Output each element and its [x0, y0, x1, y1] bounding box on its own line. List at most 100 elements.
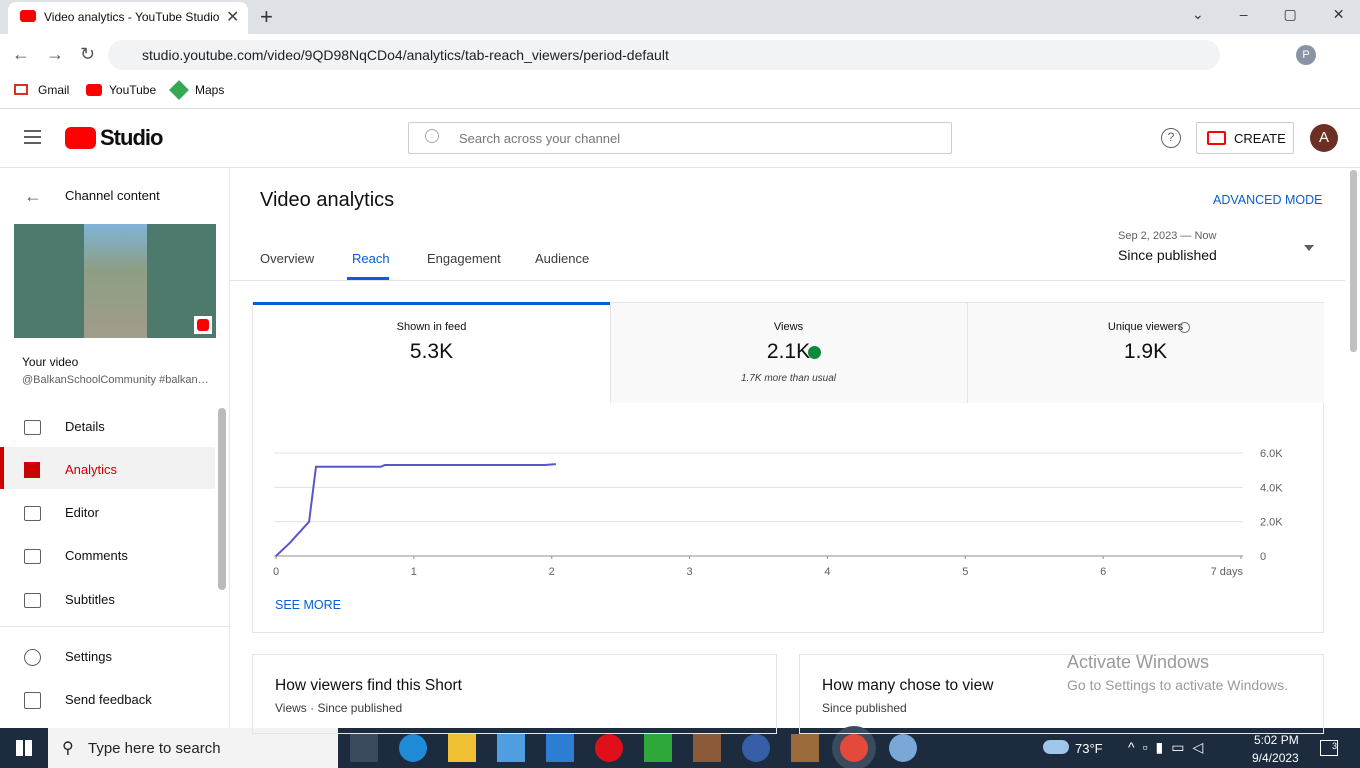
tab[interactable]: Audience — [535, 251, 590, 266]
scrollbar[interactable] — [218, 408, 226, 590]
page-title: Video analytics — [260, 189, 395, 211]
app[interactable] — [693, 734, 721, 762]
help[interactable]: ? — [1161, 128, 1181, 148]
date-range: Sep 2, 2023 — Now — [1118, 230, 1217, 242]
nav-item[interactable]: Analytics — [65, 462, 118, 477]
tab-underline — [347, 277, 389, 280]
app[interactable] — [448, 734, 476, 762]
app[interactable] — [742, 734, 770, 762]
trend-up-icon — [808, 346, 821, 359]
x-tick-label: 1 — [411, 566, 417, 578]
notifications[interactable]: 3 — [1320, 740, 1338, 756]
page-scrollbar[interactable] — [1350, 170, 1357, 352]
nav-buttons[interactable]: ←→↻ — [12, 44, 112, 64]
logo-text: Studio — [100, 125, 163, 150]
tab[interactable] — [8, 2, 248, 34]
y-tick-label: 2.0K — [1260, 517, 1283, 529]
bookmark[interactable]: Gmail — [38, 83, 70, 97]
shorts-badge — [194, 316, 212, 334]
start-button[interactable] — [16, 740, 32, 756]
url[interactable]: studio.youtube.com/video/9QD98NqCDo4/ana… — [142, 47, 669, 63]
back-label[interactable]: Channel content — [65, 188, 160, 203]
bookmark[interactable]: YouTube — [109, 83, 157, 97]
period[interactable]: Since published — [1118, 247, 1217, 263]
nav-icon — [24, 420, 41, 435]
new-tab[interactable]: + — [260, 4, 273, 29]
search-box[interactable] — [408, 122, 952, 154]
bookmark[interactable]: Maps — [195, 83, 225, 97]
window-controls[interactable]: ⌄–▢✕ — [1192, 6, 1344, 22]
create-icon — [1207, 131, 1226, 145]
divider — [0, 167, 1360, 168]
bookmarks: Gmail YouTube Maps — [14, 80, 414, 100]
y-tick-label: 4.0K — [1260, 482, 1283, 494]
tab[interactable]: Reach — [352, 251, 390, 266]
back-arrow[interactable]: ← — [24, 186, 42, 206]
tab-favicon — [20, 10, 36, 22]
app[interactable] — [595, 734, 623, 762]
app[interactable] — [497, 734, 525, 762]
avatar[interactable]: A — [1310, 124, 1338, 152]
nav-icon — [24, 649, 41, 666]
nav-item[interactable]: Subtitles — [65, 592, 115, 607]
app[interactable] — [399, 734, 427, 762]
weather-icon — [1043, 740, 1069, 754]
thumbnail[interactable] — [14, 224, 216, 338]
omnibox[interactable] — [108, 40, 1220, 70]
line-series — [275, 463, 556, 557]
app[interactable] — [791, 734, 819, 762]
watermark-title: Activate Windows — [1067, 652, 1210, 672]
video-title: @BalkanSchoolCommunity #balkan… — [22, 374, 209, 386]
clock-date[interactable]: 9/4/2023 — [1252, 751, 1299, 765]
tray-icons[interactable]: ^▫▮▭◁ — [1128, 739, 1212, 755]
metric-card[interactable] — [253, 303, 610, 403]
clock-time[interactable]: 5:02 PM — [1254, 733, 1299, 747]
app[interactable] — [644, 734, 672, 762]
weather[interactable]: 73°F — [1075, 741, 1103, 756]
x-tick-label: 0 — [273, 566, 279, 578]
period-dropdown[interactable] — [1304, 245, 1314, 251]
tab-close[interactable]: ✕ — [226, 9, 240, 26]
metric-selected — [253, 302, 610, 305]
x-tick-label: 6 — [1100, 566, 1106, 578]
app[interactable] — [350, 734, 378, 762]
app[interactable] — [840, 734, 868, 762]
x-tick-label: 7 days — [1211, 566, 1244, 578]
nav-item[interactable]: Settings — [65, 649, 112, 664]
nav-item[interactable]: Details — [65, 419, 105, 434]
tab[interactable]: Engagement — [427, 251, 501, 266]
x-tick-label: 2 — [549, 566, 555, 578]
card-subtitle: Views · Since published — [275, 701, 403, 715]
nav-item[interactable]: Send feedback — [65, 692, 152, 707]
profile[interactable]: P — [1296, 45, 1316, 65]
metric-card[interactable] — [967, 303, 1324, 403]
nav-active-bar — [0, 447, 4, 489]
tab[interactable]: Overview — [260, 251, 315, 266]
card-title: How many chose to view — [822, 677, 994, 694]
create-button[interactable] — [1196, 122, 1294, 154]
nav-icon — [24, 462, 40, 478]
see-more[interactable]: SEE MORE — [275, 598, 341, 612]
metric-value: 2.1K — [766, 340, 811, 363]
search-icon — [425, 129, 439, 143]
menu-icon[interactable] — [24, 130, 41, 144]
advanced-mode[interactable]: ADVANCED MODE — [1213, 193, 1323, 207]
gmail-icon — [14, 84, 28, 95]
app[interactable] — [889, 734, 917, 762]
chart: 0 2.0K 4.0K 6.0K 0 1 2 3 4 5 6 7 days — [273, 448, 1283, 578]
app[interactable] — [546, 734, 574, 762]
metric-card[interactable] — [610, 303, 967, 403]
nav-icon — [24, 549, 41, 564]
taskbar-search[interactable] — [48, 728, 338, 768]
video-label: Your video — [22, 355, 79, 369]
divider — [0, 626, 229, 627]
tab-title: Video analytics - YouTube Studio — [44, 10, 220, 24]
x-tick-label: 5 — [962, 566, 968, 578]
nav-icon — [24, 506, 41, 521]
metric-label: Shown in feed — [396, 321, 467, 333]
search-placeholder: Search across your channel — [459, 131, 621, 146]
nav-item[interactable]: Comments — [65, 548, 128, 563]
nav-item[interactable]: Editor — [65, 505, 99, 520]
